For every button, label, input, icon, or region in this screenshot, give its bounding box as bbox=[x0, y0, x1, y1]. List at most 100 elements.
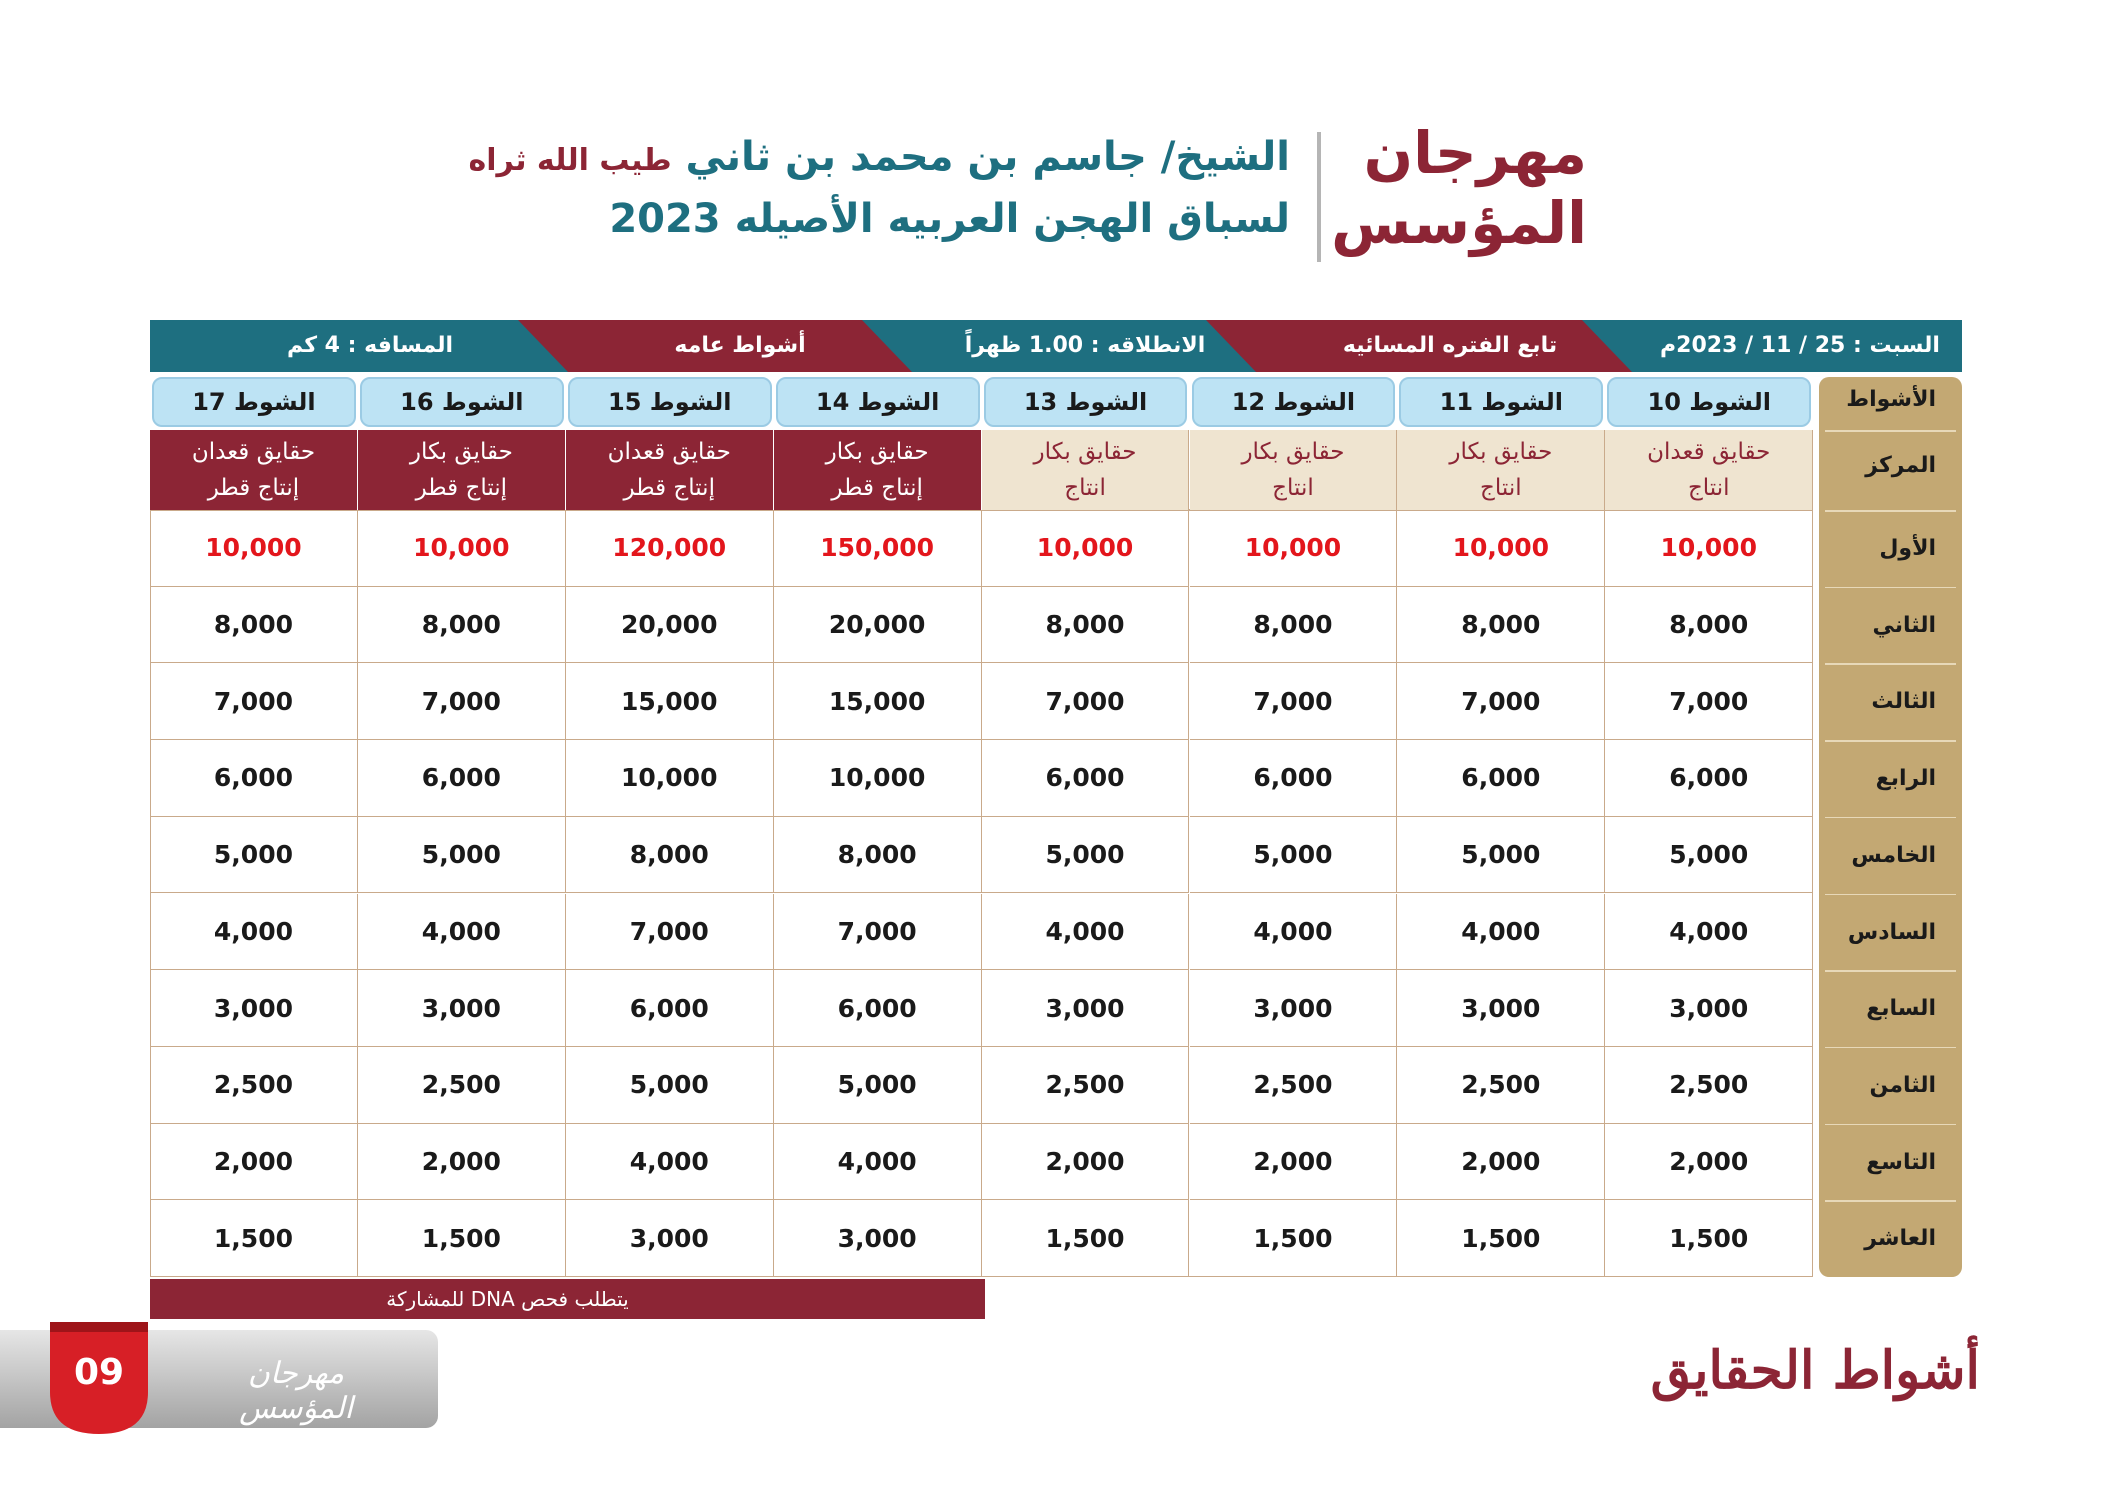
center-cell: حقايق بكار انتاج bbox=[981, 430, 1190, 510]
prize-cell: 6,000 bbox=[1189, 740, 1398, 817]
prize-cell: 4,000 bbox=[565, 1123, 774, 1201]
prize-cell: 6,000 bbox=[981, 740, 1190, 817]
prize-cell: 4,000 bbox=[1397, 893, 1606, 971]
prize-cell: 4,000 bbox=[981, 893, 1190, 971]
prize-cell: 5,000 bbox=[565, 1046, 774, 1124]
prize-cell: 120,000 bbox=[565, 510, 774, 587]
label-separator bbox=[1825, 1123, 1956, 1126]
prize-cell: 3,000 bbox=[357, 970, 566, 1047]
prize-cell: 1,500 bbox=[1189, 1200, 1398, 1277]
prize-cell: 1,500 bbox=[150, 1200, 358, 1277]
prize-cell: 6,000 bbox=[1397, 740, 1606, 817]
center-label: المركز bbox=[1865, 453, 1936, 478]
prize-cell: 4,000 bbox=[773, 1123, 982, 1201]
prize-cell: 7,000 bbox=[150, 663, 358, 741]
banner-category: أشواط عامه bbox=[674, 333, 806, 358]
round-header: الشوط 13 bbox=[983, 377, 1188, 427]
prize-cell: 8,000 bbox=[357, 586, 566, 664]
center-production: إنتاج قطر bbox=[831, 475, 923, 501]
prize-cell: 10,000 bbox=[150, 510, 358, 587]
prize-cell: 6,000 bbox=[150, 740, 358, 817]
place-label: الثامن bbox=[1869, 1072, 1936, 1098]
round-header: الشوط 12 bbox=[1191, 377, 1396, 427]
prize-cell: 10,000 bbox=[1605, 510, 1814, 587]
prize-cell: 3,000 bbox=[1189, 970, 1398, 1047]
place-label: السادس bbox=[1847, 919, 1936, 945]
prize-cell: 2,500 bbox=[1605, 1046, 1814, 1124]
prize-cell: 2,000 bbox=[1397, 1123, 1606, 1201]
prize-cell: 7,000 bbox=[1605, 663, 1814, 741]
prize-cell: 4,000 bbox=[1189, 893, 1398, 971]
prize-cell: 3,000 bbox=[565, 1200, 774, 1277]
prize-cell: 4,000 bbox=[357, 893, 566, 971]
label-separator bbox=[1825, 816, 1956, 819]
prize-cell: 20,000 bbox=[773, 586, 982, 664]
prize-cell: 1,500 bbox=[357, 1200, 566, 1277]
label-separator bbox=[1825, 970, 1956, 972]
label-separator bbox=[1825, 740, 1956, 742]
banner-date: السبت : 25 / 11 / 2023م bbox=[1660, 333, 1940, 358]
prize-cell: 2,500 bbox=[981, 1046, 1190, 1124]
subtitle-line-2: لسباق الهجن العربيه الأصيله 2023 bbox=[609, 196, 1290, 242]
prize-cell: 7,000 bbox=[981, 663, 1190, 741]
banner-start-time: الانطلاقه : 1.00 ظهراً bbox=[964, 333, 1206, 358]
place-label: الأول bbox=[1879, 536, 1936, 561]
place-label: الخامس bbox=[1851, 842, 1936, 868]
prize-cell: 2,000 bbox=[981, 1123, 1190, 1201]
prize-cell: 6,000 bbox=[773, 970, 982, 1047]
row-labels-column: الأشواط المركز الأول الثاني الثالث الرابع ال… bbox=[1819, 377, 1962, 1277]
title-divider bbox=[1317, 132, 1321, 262]
prize-cell: 20,000 bbox=[565, 586, 774, 664]
prize-cell: 2,500 bbox=[1397, 1046, 1606, 1124]
place-label: الثالث bbox=[1871, 689, 1936, 715]
prize-cell: 7,000 bbox=[1189, 663, 1398, 741]
prize-cell: 10,000 bbox=[1189, 510, 1398, 587]
footer-logo-text: مهرجان المؤسس bbox=[239, 1356, 353, 1426]
center-production: انتاج bbox=[1480, 475, 1522, 501]
round-header: الشوط 16 bbox=[359, 377, 564, 427]
prize-cell: 8,000 bbox=[773, 816, 982, 894]
prize-cell: 5,000 bbox=[1605, 816, 1814, 894]
center-cell: حقايق بكار انتاج bbox=[1189, 430, 1398, 510]
center-production: إنتاج قطر bbox=[207, 475, 300, 501]
label-separator bbox=[1825, 1046, 1956, 1049]
center-type: حقايق قعدان bbox=[607, 439, 731, 465]
center-type: حقايق قعدان bbox=[191, 439, 316, 465]
banner-background bbox=[150, 320, 1962, 372]
info-banner: المسافه : 4 كم أشواط عامه الانطلاقه : 1.… bbox=[150, 320, 1962, 372]
round-header: الشوط 17 bbox=[152, 377, 356, 427]
page-badge-icon bbox=[50, 1322, 148, 1434]
prize-cell: 10,000 bbox=[1397, 510, 1606, 587]
prize-cell: 2,000 bbox=[1605, 1123, 1814, 1201]
prize-cell: 10,000 bbox=[565, 740, 774, 817]
center-cell: حقايق قعدان انتاج bbox=[1605, 430, 1814, 510]
prize-cell: 2,500 bbox=[150, 1046, 358, 1124]
center-type: حقايق بكار bbox=[825, 439, 929, 465]
prize-cell: 5,000 bbox=[1397, 816, 1606, 894]
prize-cell: 8,000 bbox=[981, 586, 1190, 664]
center-type: حقايق قعدان bbox=[1647, 439, 1771, 465]
prize-cell: 2,000 bbox=[1189, 1123, 1398, 1201]
page-number: 09 bbox=[73, 1352, 125, 1393]
place-label: التاسع bbox=[1866, 1149, 1936, 1175]
subtitle-line-1: الشيخ/ جاسم بن محمد بن ثاني طيب الله ثرا… bbox=[469, 134, 1290, 180]
prize-cell: 8,000 bbox=[565, 816, 774, 894]
prize-cell: 3,000 bbox=[1397, 970, 1606, 1047]
prize-cell: 8,000 bbox=[1605, 586, 1814, 664]
center-cell: حقايق قعدان إنتاج قطر bbox=[150, 430, 358, 510]
dna-note: يتطلب فحص DNA للمشاركة bbox=[150, 1279, 985, 1319]
banner-distance: المسافه : 4 كم bbox=[286, 333, 454, 358]
row-header-label: الأشواط bbox=[1846, 387, 1936, 412]
prize-cell: 4,000 bbox=[1605, 893, 1814, 971]
prize-cell: 1,500 bbox=[981, 1200, 1190, 1277]
center-cell: حقايق بكار إنتاج قطر bbox=[357, 430, 566, 510]
center-cell: حقايق بكار انتاج bbox=[1397, 430, 1606, 510]
prize-cell: 6,000 bbox=[357, 740, 566, 817]
label-separator bbox=[1825, 1200, 1956, 1202]
prize-cell: 5,000 bbox=[773, 1046, 982, 1124]
round-header: الشوط 11 bbox=[1399, 377, 1604, 427]
prize-cell: 7,000 bbox=[773, 893, 982, 971]
prize-cell: 2,500 bbox=[357, 1046, 566, 1124]
prize-cell: 15,000 bbox=[565, 663, 774, 741]
prize-cell: 10,000 bbox=[981, 510, 1190, 587]
